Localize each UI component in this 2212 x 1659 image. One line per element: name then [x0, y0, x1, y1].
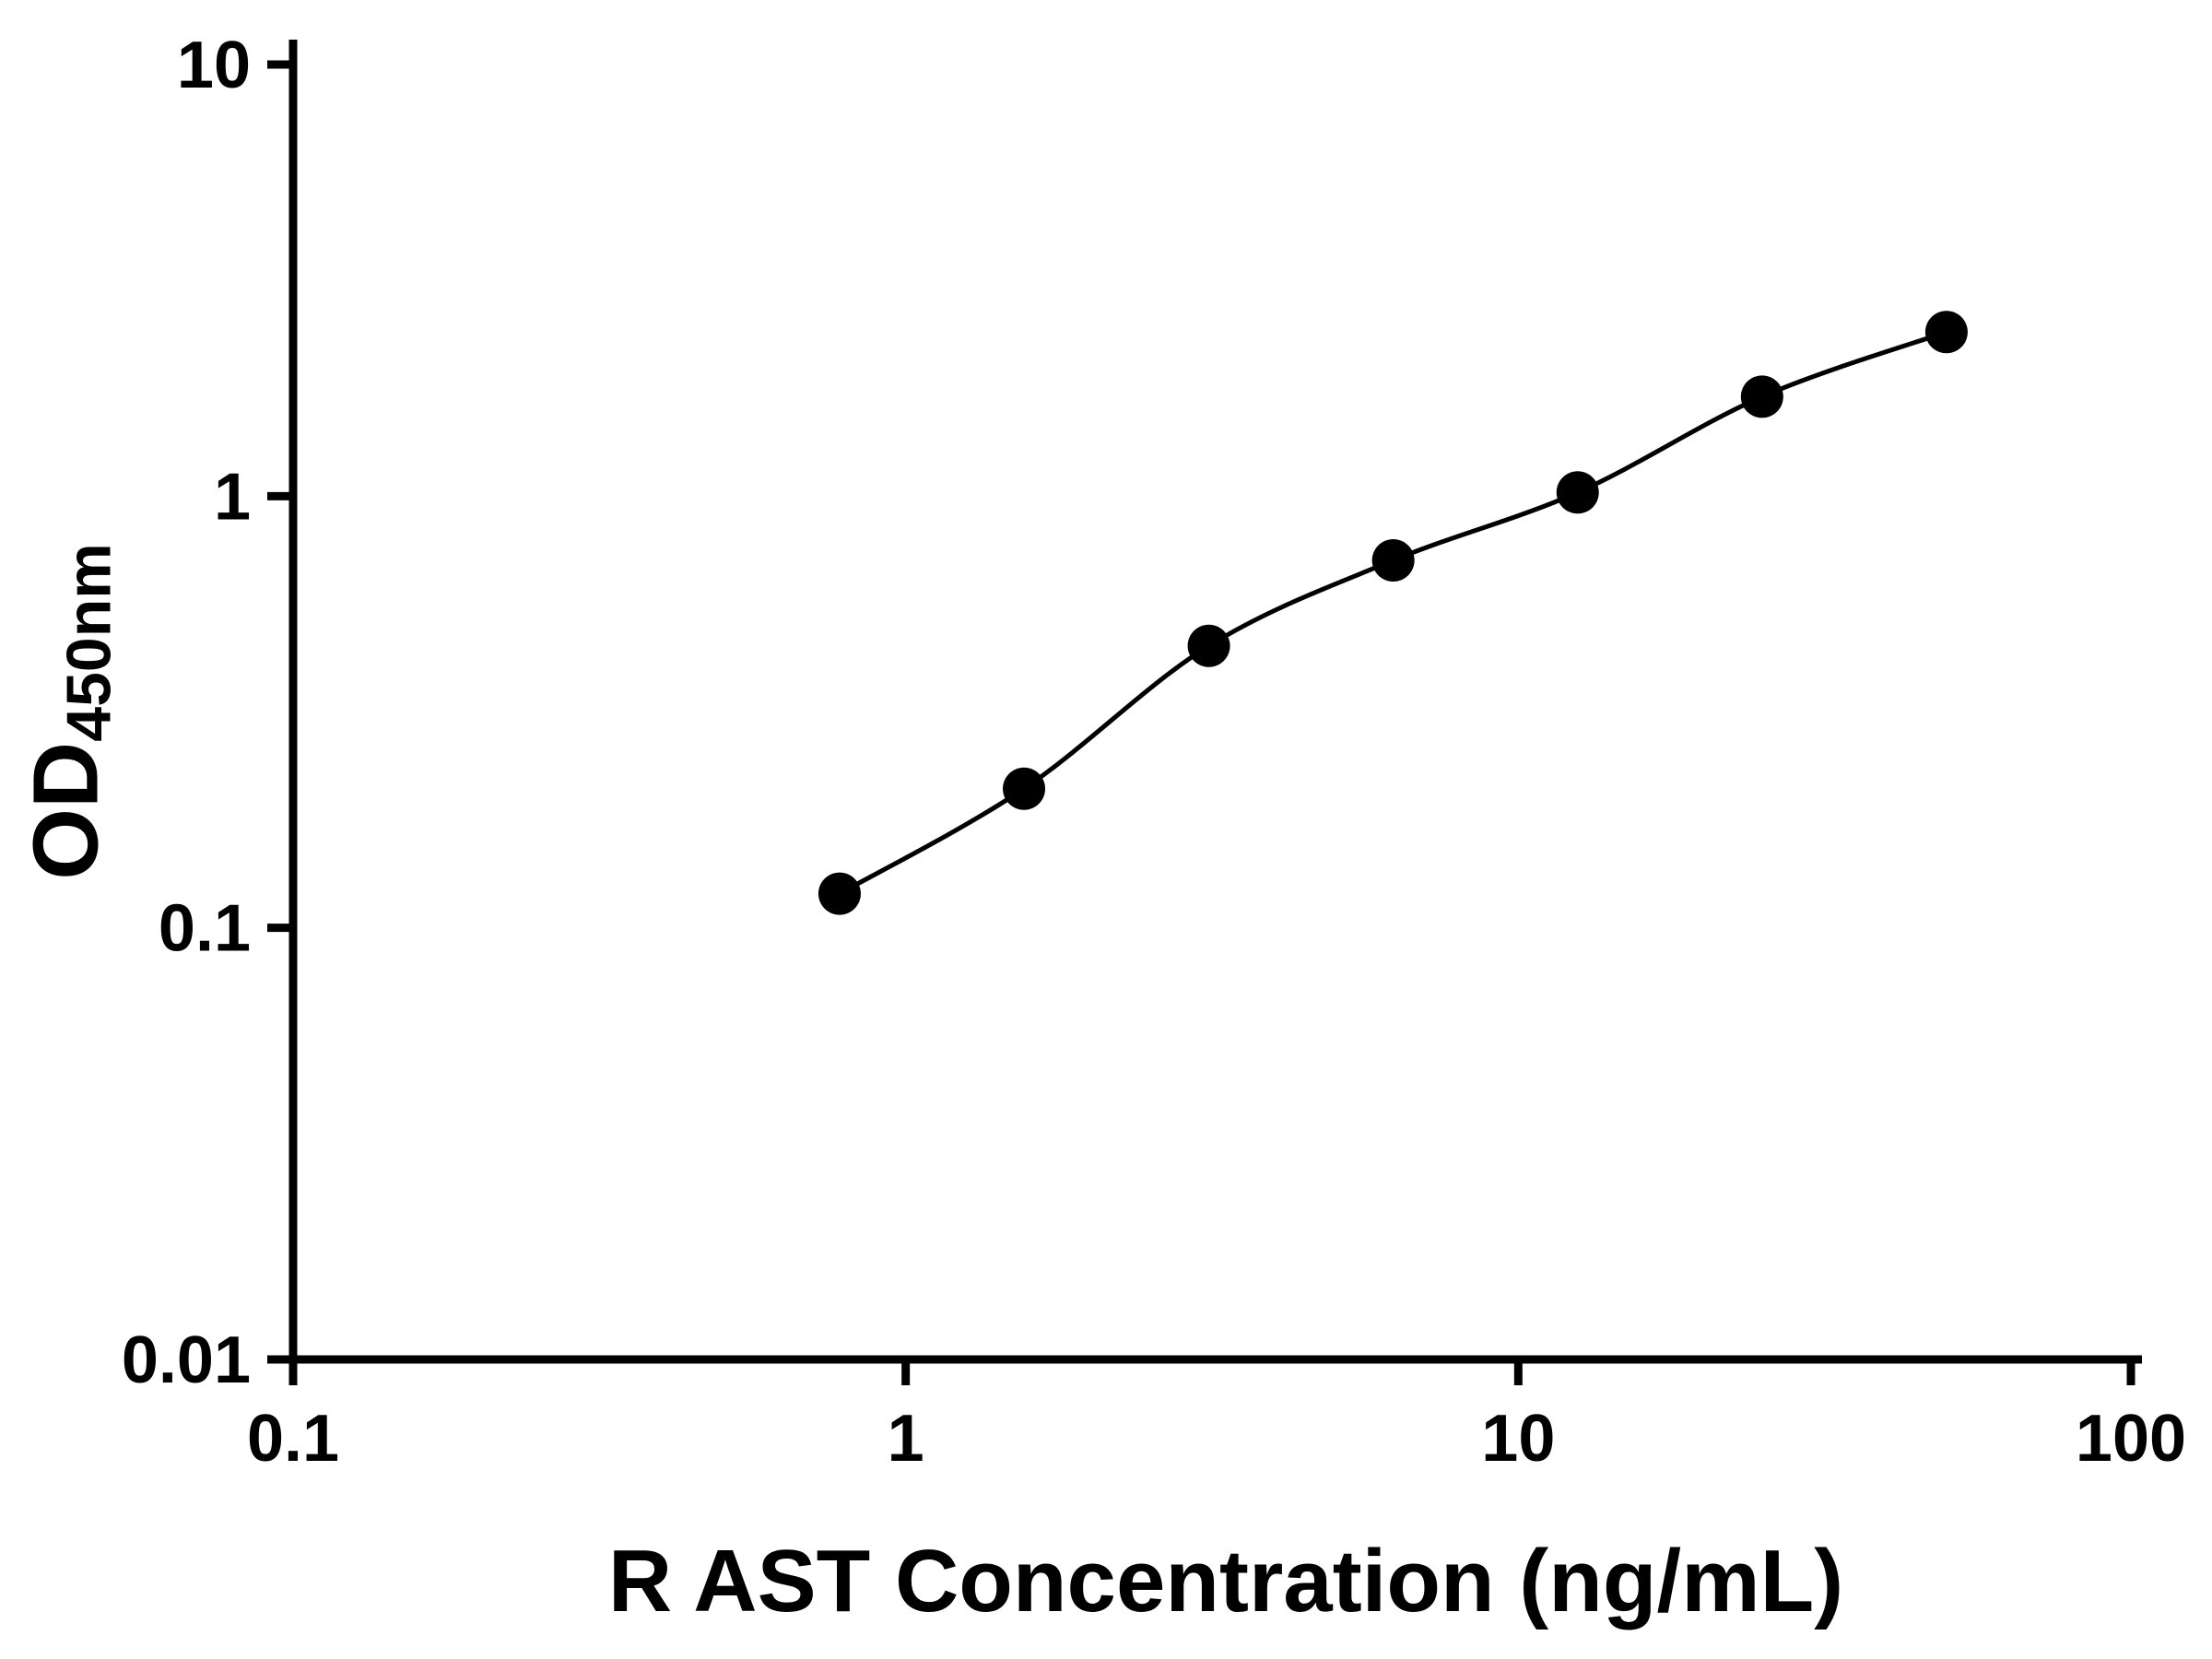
x-axis-title: R AST Concentration (ng/mL) [607, 1532, 1844, 1630]
fit-curve [838, 329, 1947, 896]
x-tick-label: 100 [2076, 1402, 2186, 1476]
data-point [1924, 311, 1968, 354]
y-tick-label: 0.01 [122, 1324, 251, 1397]
y-tick-label: 10 [177, 29, 251, 102]
data-point [1371, 538, 1415, 582]
data-point [1556, 471, 1599, 514]
y-axis-title-main: OD [14, 741, 118, 880]
data-point [1003, 767, 1046, 810]
y-tick-label: 0.1 [159, 892, 251, 966]
data-point [1740, 375, 1783, 418]
data-point [1187, 624, 1230, 667]
x-tick-label: 1 [888, 1402, 924, 1476]
x-tick-label: 10 [1481, 1402, 1555, 1476]
x-tick-label: 0.1 [247, 1402, 339, 1476]
y-axis-title-subscript: 450nm [53, 543, 124, 742]
data-point [818, 872, 861, 915]
y-tick-label: 1 [214, 460, 251, 534]
y-axis-title: OD450nm [14, 543, 125, 879]
